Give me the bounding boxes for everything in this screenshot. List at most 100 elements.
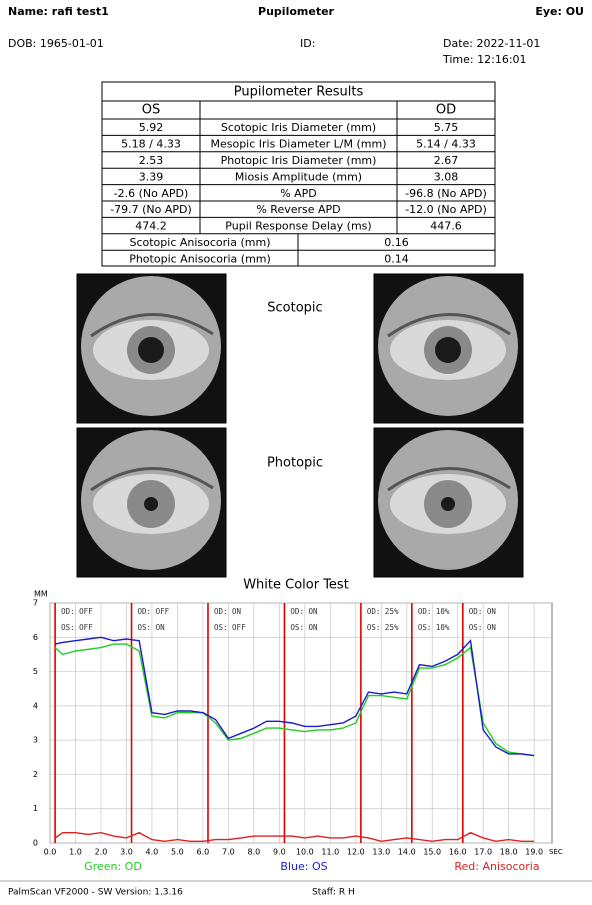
eye-image: [76, 273, 227, 424]
od-header: OD: [436, 103, 456, 118]
table-cell: 3.39: [139, 170, 164, 183]
table-cell: 447.6: [430, 220, 462, 233]
eyelid: [90, 313, 214, 338]
x-tick-label: 18.0: [500, 848, 518, 857]
footer-version: PalmScan VF2000 - SW Version: 1.3.16: [8, 888, 183, 898]
eye: Eye: OU: [535, 5, 584, 18]
x-tick-label: 11.0: [321, 848, 339, 857]
dob: DOB: 1965-01-01: [8, 37, 104, 50]
table-cell: 0.16: [384, 236, 409, 249]
table-cell: Pupil Response Delay (ms): [225, 220, 371, 233]
page-title: Pupilometer: [258, 5, 335, 18]
x-tick-label: 2.0: [95, 848, 108, 857]
stimulus-setting: OS: 10%: [418, 623, 450, 632]
table-cell: 0.14: [384, 252, 409, 265]
stimulus-setting: OD: ON: [290, 607, 317, 616]
table-cell: -79.7 (No APD): [110, 203, 192, 216]
x-tick-label: 10.0: [296, 848, 314, 857]
stimulus-setting: OS: OFF: [214, 623, 246, 632]
table-cell: 3.08: [434, 170, 459, 183]
eyelid: [387, 313, 511, 338]
scotopic-label: Scotopic: [267, 301, 322, 316]
stimulus-setting: OD: OFF: [138, 607, 170, 616]
table-cell: Photopic Iris Diameter (mm): [221, 154, 377, 167]
legend-entry: Blue: OS: [280, 860, 327, 873]
x-tick-label: 5.0: [171, 848, 184, 857]
x-tick-label: 0.0: [44, 848, 57, 857]
patient-id: ID:: [300, 37, 315, 50]
data-line: [54, 831, 535, 843]
chart-title: White Color Test: [243, 578, 349, 593]
y-tick-label: 0: [33, 839, 38, 848]
pupil: [441, 497, 455, 511]
table-cell: 5.75: [434, 121, 459, 134]
x-tick-label: 1.0: [69, 848, 82, 857]
table-cell: 2.53: [139, 154, 164, 167]
data-line: [54, 643, 535, 757]
x-tick-label: 14.0: [398, 848, 416, 857]
y-axis-label: MM: [34, 590, 48, 599]
x-tick-label: 4.0: [146, 848, 159, 857]
x-tick-label: 8.0: [247, 848, 260, 857]
date: Date: 2022-11-01: [443, 37, 540, 50]
table-cell: 5.92: [139, 121, 164, 134]
table-title: Pupilometer Results: [234, 85, 364, 100]
stimulus-setting: OS: ON: [138, 623, 165, 632]
stimulus-setting: OS: ON: [469, 623, 496, 632]
y-tick-label: 4: [33, 701, 38, 710]
table-cell: -96.8 (No APD): [405, 187, 487, 200]
table-cell: % APD: [280, 187, 317, 200]
x-tick-label: 17.0: [474, 848, 492, 857]
pupil: [138, 337, 164, 363]
table-cell: 2.67: [434, 154, 459, 167]
table-cell: Scotopic Iris Diameter (mm): [221, 121, 376, 134]
table-cell: Photopic Anisocoria (mm): [129, 252, 271, 265]
table-cell: 474.2: [135, 220, 167, 233]
eye-image: [373, 427, 524, 578]
pupil: [144, 497, 158, 511]
stimulus-setting: OD: 10%: [418, 607, 450, 616]
y-tick-label: 1: [33, 804, 38, 813]
y-tick-label: 7: [33, 599, 38, 608]
stimulus-setting: OD: 25%: [367, 607, 399, 616]
pupil: [435, 337, 461, 363]
x-tick-label: 15.0: [423, 848, 441, 857]
patient-name: Name: rafi test1: [8, 5, 109, 18]
x-tick-label: 16.0: [449, 848, 467, 857]
eyelid: [90, 467, 214, 492]
os-header: OS: [142, 103, 160, 118]
table-cell: % Reverse APD: [256, 203, 340, 216]
table-cell: 5.14 / 4.33: [416, 138, 476, 151]
eyelid: [387, 467, 511, 492]
x-tick-label: 19.0: [525, 848, 543, 857]
table-cell: -2.6 (No APD): [114, 187, 189, 200]
time: Time: 12:16:01: [442, 53, 527, 66]
x-tick-label: 13.0: [372, 848, 390, 857]
y-tick-label: 3: [33, 736, 38, 745]
data-line: [54, 636, 535, 757]
x-tick-label: 7.0: [222, 848, 235, 857]
table-cell: Scotopic Anisocoria (mm): [129, 236, 270, 249]
x-tick-label: 9.0: [273, 848, 286, 857]
x-tick-label: 3.0: [120, 848, 133, 857]
y-tick-label: 5: [33, 667, 38, 676]
stimulus-setting: OD: ON: [469, 607, 496, 616]
legend-entry: Red: Anisocoria: [454, 860, 539, 873]
x-axis-label: SEC: [549, 848, 563, 856]
x-tick-label: 6.0: [197, 848, 210, 857]
table-cell: Miosis Amplitude (mm): [235, 170, 362, 183]
y-tick-label: 2: [33, 770, 38, 779]
stimulus-setting: OD: OFF: [61, 607, 93, 616]
stimulus-setting: OS: OFF: [61, 623, 93, 632]
legend-entry: Green: OD: [84, 860, 142, 873]
eye-image: [76, 427, 227, 578]
footer-staff: Staff: R H: [312, 888, 355, 898]
y-tick-label: 6: [33, 633, 38, 642]
photopic-label: Photopic: [267, 456, 323, 471]
x-tick-label: 12.0: [347, 848, 365, 857]
stimulus-setting: OD: ON: [214, 607, 241, 616]
table-cell: Mesopic Iris Diameter L/M (mm): [210, 138, 386, 151]
stimulus-setting: OS: ON: [290, 623, 317, 632]
